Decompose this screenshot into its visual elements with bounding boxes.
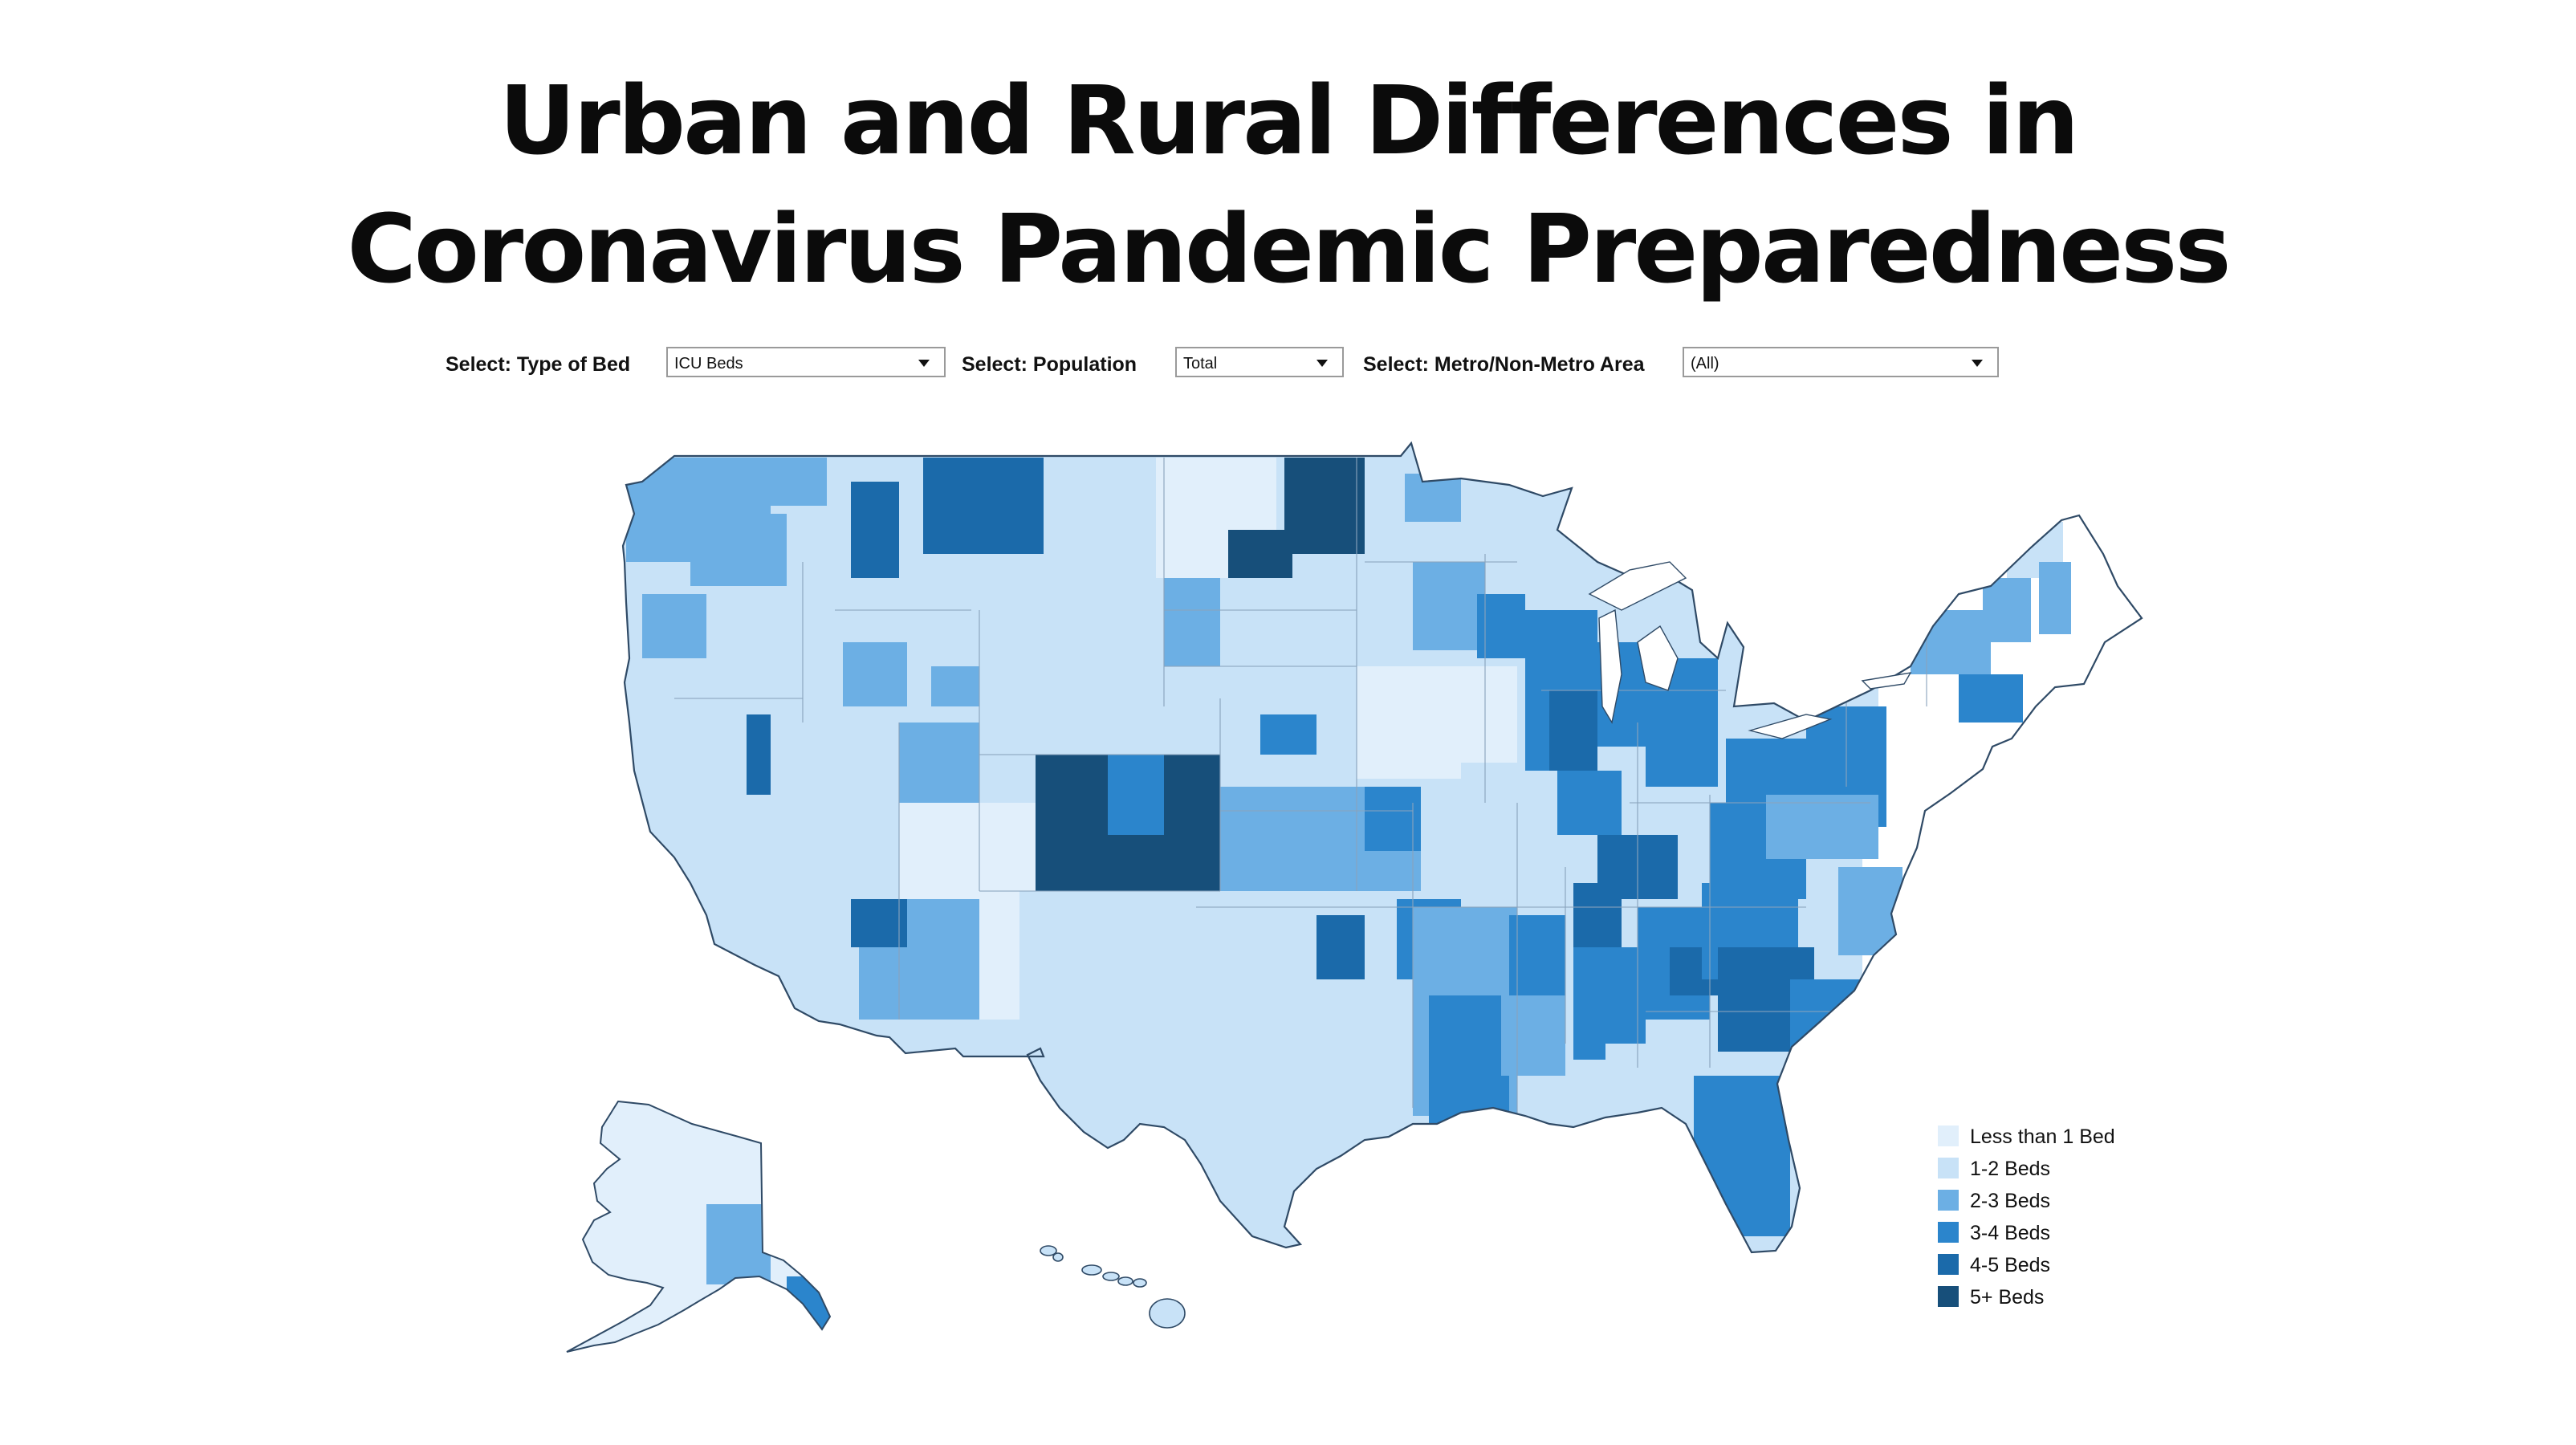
population-label: Select: Population [962, 353, 1137, 376]
map-outlines [566, 442, 2143, 1353]
region [690, 514, 787, 586]
page-title: Urban and Rural Differences in Coronavir… [0, 56, 2576, 313]
hawaii-island [1081, 1264, 1102, 1276]
region [1501, 995, 1565, 1076]
hawaii-island [1040, 1245, 1057, 1256]
legend-label: 5+ Beds [1970, 1286, 2045, 1309]
region [1549, 690, 1597, 771]
bed-type-select[interactable]: ICU Beds [666, 347, 946, 377]
hawaii-island [1149, 1298, 1186, 1329]
metro-area-value: (All) [1691, 355, 1719, 372]
region [771, 458, 827, 506]
region [931, 666, 979, 706]
region [1477, 594, 1525, 658]
title-line-1: Urban and Rural Differences in [499, 65, 2080, 176]
us-map[interactable] [610, 434, 2071, 1268]
chevron-down-icon [1972, 360, 1983, 367]
region [1573, 947, 1646, 1060]
region [706, 1204, 771, 1284]
region [1011, 891, 1140, 1036]
region [1557, 771, 1622, 835]
region [1605, 1044, 1686, 1108]
region [1365, 787, 1421, 851]
region [1164, 578, 1220, 666]
legend-swatch [1938, 1190, 1959, 1211]
region [1983, 578, 2031, 642]
legend-label: 2-3 Beds [1970, 1190, 2051, 1212]
region [1108, 755, 1164, 835]
hawaii-island [1133, 1278, 1147, 1288]
region [1509, 915, 1565, 995]
region [1284, 458, 1365, 554]
legend-label: 4-5 Beds [1970, 1254, 2051, 1276]
bed-type-value: ICU Beds [674, 355, 743, 372]
legend-swatch [1938, 1254, 1959, 1275]
region [1316, 915, 1365, 979]
region [1228, 530, 1292, 578]
legend-swatch [1938, 1222, 1959, 1243]
region [899, 722, 979, 803]
region [1260, 714, 1316, 755]
region [1429, 995, 1509, 1124]
legend-swatch [1938, 1158, 1959, 1178]
hawaii-map[interactable] [1040, 1245, 1186, 1329]
region [650, 722, 714, 819]
region [747, 714, 771, 795]
hawaii-island [1102, 1272, 1120, 1281]
legend-swatch [1938, 1125, 1959, 1146]
bed-type-label: Select: Type of Bed [446, 353, 631, 376]
legend-label: Less than 1 Bed [1970, 1125, 2115, 1148]
lake [1637, 625, 1679, 691]
filter-bar: Select: Type of Bed ICU Beds Select: Pop… [0, 347, 2576, 382]
hawaii-island [1052, 1252, 1064, 1262]
region [1694, 1076, 1790, 1236]
chevron-down-icon [918, 360, 930, 367]
metro-area-select[interactable]: (All) [1683, 347, 1999, 377]
region [1959, 674, 2023, 722]
lake [1861, 672, 1912, 690]
metro-area-label: Select: Metro/Non-Metro Area [1363, 353, 1645, 376]
region [1413, 562, 1485, 650]
lake [1598, 609, 1622, 724]
legend-label: 1-2 Beds [1970, 1158, 2051, 1180]
region [851, 482, 899, 578]
hawaii-island [1117, 1276, 1133, 1286]
region [1766, 795, 1878, 859]
region [1461, 763, 1541, 859]
population-value: Total [1183, 355, 1218, 372]
region [851, 899, 907, 947]
region [1911, 610, 1991, 674]
region [843, 642, 907, 706]
lake [1748, 714, 1833, 739]
region [1204, 907, 1300, 1003]
region [923, 458, 1044, 554]
legend-swatch [1938, 1286, 1959, 1307]
lake [1588, 561, 1687, 611]
region [642, 594, 706, 658]
region [1357, 666, 1517, 779]
title-line-2: Coronavirus Pandemic Preparedness [347, 193, 2231, 304]
chevron-down-icon [1316, 360, 1328, 367]
region [979, 891, 1019, 1020]
alaska-map[interactable] [562, 1092, 851, 1365]
region [2039, 562, 2071, 634]
legend-label: 3-4 Beds [1970, 1222, 2051, 1244]
population-select[interactable]: Total [1175, 347, 1344, 377]
